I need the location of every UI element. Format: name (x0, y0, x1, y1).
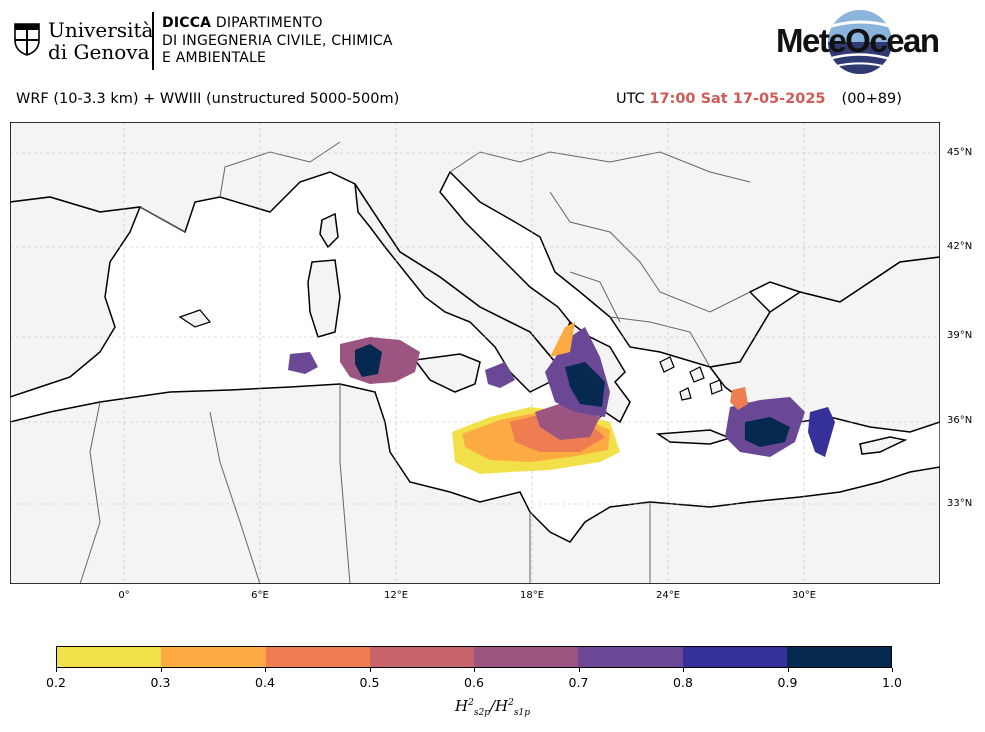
brand-name: MeteOcean (776, 22, 940, 59)
colorbar-segment (474, 647, 579, 667)
colorbar-tick (56, 668, 57, 672)
colorbar-tick (787, 668, 789, 672)
department-acronym: DICCA (162, 15, 212, 31)
lon-label-24e: 24°E (655, 590, 681, 601)
land-cyprus (859, 436, 908, 455)
colorbar-segment (265, 647, 370, 667)
colorbar-tick (160, 668, 162, 672)
colorbar-label: H2s2p/H2s1p (455, 697, 530, 718)
model-label: WRF (10-3.3 km) + WWIII (unstructured 50… (16, 91, 400, 107)
shield-icon (14, 23, 40, 56)
department-line1: DICCA DIPARTIMENTO (162, 15, 323, 32)
land-mainland-europe (10, 122, 940, 368)
colorbar-segment (161, 647, 266, 667)
lon-label-0: 0° (118, 590, 130, 601)
colorbar-tick-label: 0.5 (359, 675, 380, 690)
colorbar (56, 646, 892, 668)
lat-label-45: 45°N (947, 147, 973, 158)
colorbar-segment (369, 647, 474, 667)
lat-label-39: 39°N (947, 330, 973, 341)
colorbar-tick-label: 0.4 (255, 675, 275, 690)
lon-label-30e: 30°E (791, 590, 817, 601)
country-borders (79, 141, 751, 584)
forecast-time: 17:00 Sat 17-05-2025 (649, 91, 826, 107)
colorbar-tick-label: 0.2 (46, 675, 66, 690)
colorbar-tick (265, 668, 266, 672)
colorbar-tick (683, 668, 684, 672)
colorbar-tick (578, 668, 580, 672)
colorbar-tick-label: 0.9 (777, 675, 798, 690)
land-sardinia (307, 259, 341, 338)
lon-label-6e: 6°E (251, 590, 269, 601)
land-north-africa (10, 383, 940, 584)
department-line1-rest: DIPARTIMENTO (211, 15, 323, 31)
aegean-islands (178, 309, 723, 401)
university-name-line2: di Genova (48, 40, 150, 64)
university-logo: Università di Genova (14, 12, 154, 72)
colorbar-segment (57, 647, 162, 667)
land-corsica (319, 212, 339, 249)
colorbar-tick-label: 1.0 (882, 675, 902, 690)
lat-label-36: 36°N (947, 415, 973, 426)
wave-ratio-field (288, 322, 835, 474)
map[interactable] (10, 122, 940, 584)
land-sicily (413, 353, 481, 393)
colorbar-tick (369, 668, 371, 672)
colorbar-segment (682, 647, 787, 667)
colorbar-tick (892, 668, 893, 672)
forecast-time-row: UTC 17:00 Sat 17-05-2025 (00+89) (616, 91, 902, 107)
logo-divider (152, 12, 154, 70)
lat-label-42: 42°N (947, 241, 973, 252)
lat-label-33: 33°N (947, 498, 973, 509)
lon-label-18e: 18°E (519, 590, 545, 601)
colorbar-tick-label: 0.3 (150, 675, 171, 690)
lead-time: (00+89) (841, 91, 902, 107)
globe-icon (825, 10, 897, 74)
colorbar-segment (786, 647, 891, 667)
colorbar-tick-label: 0.7 (568, 675, 589, 690)
meteocean-logo: MeteOcean (772, 8, 942, 76)
colorbar-tick-label: 0.6 (464, 675, 484, 690)
colorbar-tick (474, 668, 475, 672)
university-name-line1: Università (48, 18, 154, 42)
utc-label: UTC (616, 91, 645, 107)
department-line2: DI INGEGNERIA CIVILE, CHIMICA (162, 33, 393, 49)
department-line3: E AMBIENTALE (162, 50, 267, 66)
colorbar-segment (578, 647, 683, 667)
lon-label-12e: 12°E (383, 590, 409, 601)
colorbar-tick-label: 0.8 (673, 675, 693, 690)
